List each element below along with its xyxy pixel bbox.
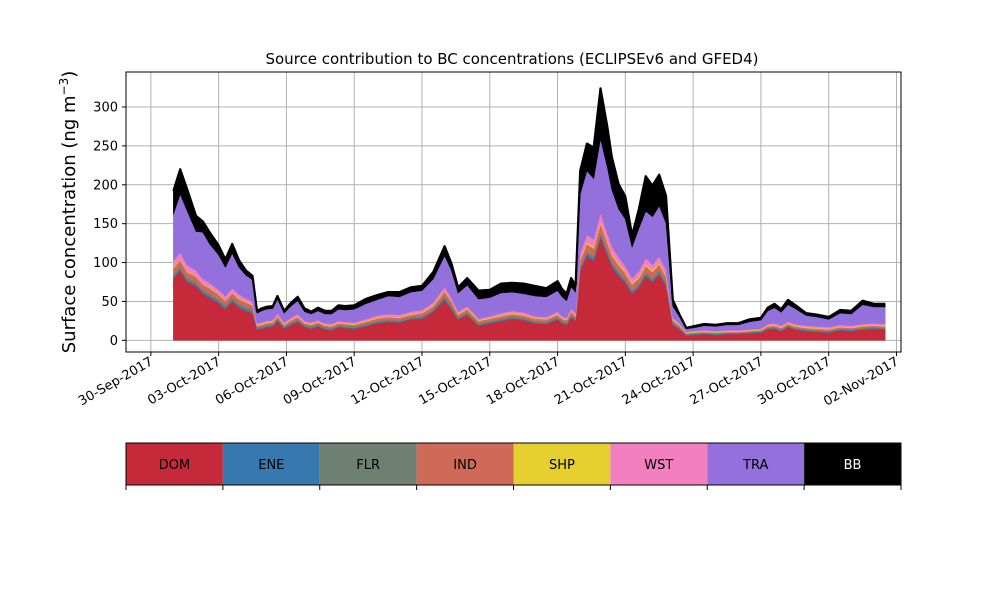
x-tick-label: 30-Oct-2017 xyxy=(755,354,833,408)
y-tick-label: 50 xyxy=(101,295,118,310)
legend-swatch-dom xyxy=(126,443,223,485)
x-tick-label: 18-Oct-2017 xyxy=(484,354,562,408)
y-tick-label: 0 xyxy=(110,334,118,349)
x-tick-label: 06-Oct-2017 xyxy=(213,354,291,408)
x-tick-label: 15-Oct-2017 xyxy=(416,354,494,408)
y-tick-label: 250 xyxy=(93,139,118,154)
x-tick-label: 02-Nov-2017 xyxy=(821,354,901,409)
legend-label-ene: ENE xyxy=(258,458,284,473)
x-tick-label: 09-Oct-2017 xyxy=(281,354,359,408)
legend-swatch-flr xyxy=(319,443,417,485)
legend-swatch-ind xyxy=(416,443,514,485)
legend-swatch-bb xyxy=(804,443,901,485)
x-tick-label: 30-Sep-2017 xyxy=(76,354,156,409)
area-bb xyxy=(173,88,886,329)
legend-label-tra: TRA xyxy=(742,458,768,473)
legend-swatch-shp xyxy=(513,443,611,485)
x-tick-label: 12-Oct-2017 xyxy=(349,354,427,408)
total-outline xyxy=(172,87,886,329)
chart-title: Source contribution to BC concentrations… xyxy=(265,50,758,68)
y-axis-ticks: 0 50 100 150 200 250 300 xyxy=(93,101,126,349)
legend-colorbar: DOM ENE FLR IND SHP WST TRA BB xyxy=(125,442,902,490)
legend-swatch-wst xyxy=(610,443,708,485)
stacked-areas xyxy=(172,87,886,341)
x-tick-label: 27-Oct-2017 xyxy=(688,354,766,408)
plot-frame xyxy=(125,71,902,353)
y-tick-label: 300 xyxy=(93,101,118,116)
legend-swatch-tra xyxy=(707,443,805,485)
y-axis-label: Surface concentration (ng m−3) xyxy=(57,71,80,354)
legend-swatch-ene xyxy=(222,443,320,485)
x-tick-label: 03-Oct-2017 xyxy=(145,354,223,408)
legend-label-shp: SHP xyxy=(549,458,575,473)
y-tick-label: 150 xyxy=(93,217,118,232)
legend-label-ind: IND xyxy=(453,458,477,473)
legend-label-flr: FLR xyxy=(356,458,380,473)
y-tick-label: 100 xyxy=(93,256,118,271)
legend-label-wst: WST xyxy=(644,458,673,473)
y-tick-label: 200 xyxy=(93,178,118,193)
x-tick-label: 24-Oct-2017 xyxy=(620,354,698,408)
x-tick-label: 21-Oct-2017 xyxy=(552,354,630,408)
legend-label-bb: BB xyxy=(844,458,862,473)
x-axis-ticks: 30-Sep-201703-Oct-201706-Oct-201709-Oct-… xyxy=(76,352,901,409)
legend-label-dom: DOM xyxy=(159,458,190,473)
